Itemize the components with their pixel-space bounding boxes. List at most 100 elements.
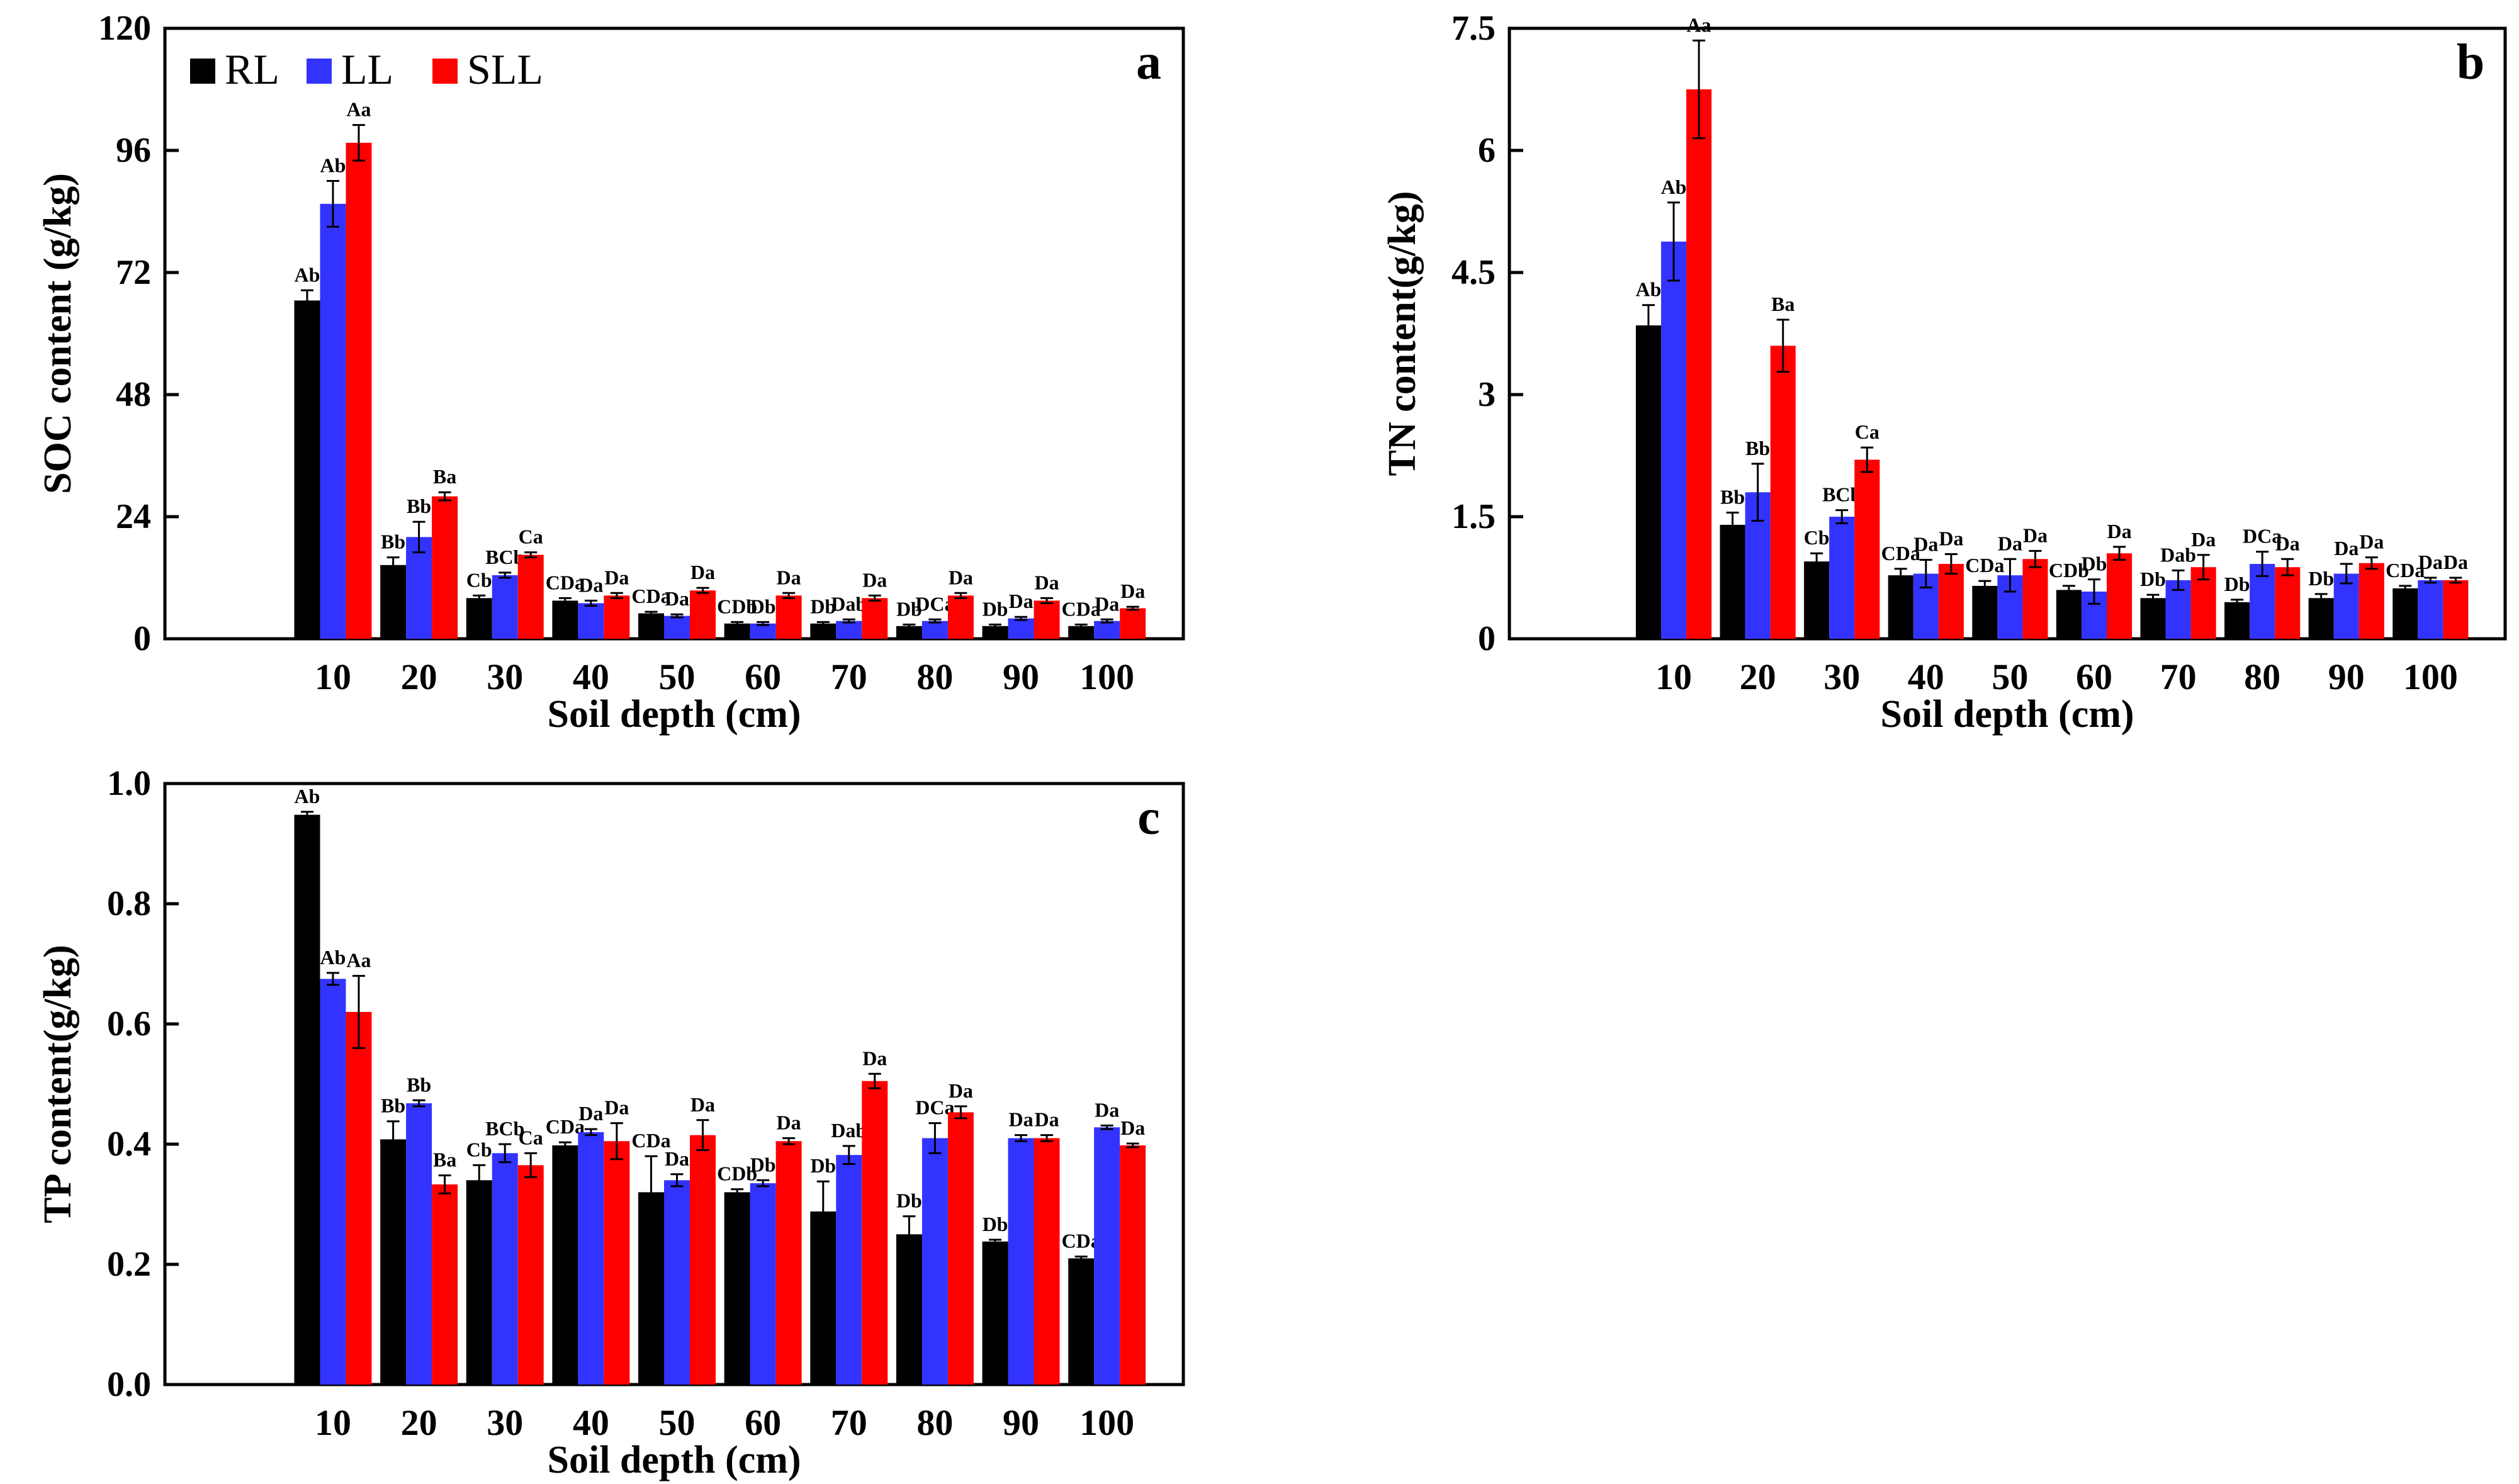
- panel-letter: c: [1137, 790, 1160, 845]
- significance-label: Da: [1095, 1098, 1119, 1121]
- bar-sll: [604, 595, 630, 639]
- bar-sll: [947, 1112, 974, 1385]
- bar-ll: [1094, 1127, 1120, 1385]
- bar-rl: [638, 613, 664, 639]
- bar-rl: [1804, 561, 1830, 639]
- bar-ll: [406, 537, 432, 639]
- bar-sll: [862, 598, 888, 639]
- bar-ll: [663, 1180, 690, 1385]
- bar-ll: [320, 203, 346, 639]
- significance-label: Da: [665, 1147, 689, 1170]
- bar-sll: [2022, 559, 2048, 639]
- significance-label: Da: [1008, 1108, 1033, 1131]
- panel-letter: b: [2457, 35, 2485, 90]
- legend-label-rl: RL: [225, 45, 279, 93]
- panel-a-soc-chart: 0 24 48 72 96 120 SOC content (g/kg) 10 Ab Ab Aa 20…: [37, 9, 1185, 736]
- significance-label: Db: [983, 1213, 1008, 1235]
- bar-rl: [724, 1192, 750, 1385]
- bar-sll: [2443, 580, 2469, 639]
- significance-label: Da: [2275, 532, 2300, 554]
- significance-label: Bb: [381, 1094, 405, 1117]
- significance-label: Bb: [381, 531, 405, 553]
- significance-label: Db: [2224, 573, 2250, 595]
- bar-sll: [1938, 564, 1964, 639]
- bar-ll: [836, 621, 862, 639]
- bar-rl: [982, 1241, 1008, 1385]
- bar-ll: [320, 979, 346, 1385]
- significance-label: Db: [810, 595, 836, 617]
- significance-label: Bb: [407, 1073, 431, 1096]
- bar-ll: [663, 616, 690, 639]
- y-axis-title: TP content(g/kg): [37, 945, 79, 1223]
- bar-ll: [1008, 618, 1034, 639]
- x-axis-title: Soil depth (cm): [1881, 693, 2134, 736]
- bar-sll: [1854, 459, 1880, 639]
- significance-label: Da: [1120, 1116, 1145, 1139]
- bar-rl: [1635, 325, 1661, 639]
- bar-rl: [466, 1180, 492, 1385]
- bar-rl: [1888, 575, 1913, 639]
- significance-label: Da: [578, 573, 603, 596]
- significance-label: Ca: [1855, 420, 1879, 443]
- significance-label: CDa: [1062, 597, 1101, 620]
- bar-sll: [346, 1011, 372, 1385]
- x-tick-label: 100: [2403, 656, 2458, 697]
- x-tick-label: 100: [1079, 1402, 1134, 1443]
- bar-sll: [2358, 563, 2384, 639]
- y-tick-label: 4.5: [1451, 253, 1496, 292]
- significance-label: Da: [862, 1047, 887, 1069]
- bar-ll: [836, 1155, 862, 1385]
- y-tick-label: 7.5: [1451, 9, 1496, 48]
- significance-label: Db: [750, 595, 776, 617]
- bar-sll: [862, 1081, 888, 1385]
- significance-label: Da: [2107, 520, 2132, 542]
- bar-ll: [2333, 573, 2359, 639]
- significance-label: Da: [1998, 532, 2022, 554]
- bar-rl: [294, 300, 320, 639]
- bar-sll: [2275, 567, 2301, 639]
- significance-label: Da: [1095, 592, 1119, 615]
- legend-swatch-ll: [307, 59, 332, 84]
- x-tick-label: 70: [2160, 656, 2197, 697]
- significance-label: Db: [2082, 553, 2107, 575]
- bar-ll: [578, 1132, 604, 1385]
- significance-label: Da: [777, 566, 801, 588]
- x-tick-label: 90: [1003, 656, 1039, 697]
- y-tick-label: 0.8: [107, 884, 151, 923]
- bar-rl: [1068, 1258, 1095, 1385]
- bar-sll: [1686, 89, 1712, 639]
- y-tick-label: 0: [1478, 619, 1496, 658]
- bar-sll: [1770, 346, 1796, 639]
- significance-label: Ab: [295, 785, 320, 807]
- bar-rl: [380, 565, 407, 639]
- significance-label: Da: [604, 566, 629, 588]
- significance-label: CDa: [631, 1129, 670, 1152]
- x-tick-label: 100: [1079, 656, 1134, 697]
- significance-label: Da: [2334, 537, 2358, 559]
- significance-label: Ab: [320, 946, 346, 969]
- x-tick-label: 60: [745, 1402, 781, 1443]
- significance-label: Ca: [519, 526, 543, 548]
- legend-label-ll: LL: [341, 45, 393, 93]
- bar-sll: [432, 1184, 458, 1385]
- significance-label: Ab: [1635, 278, 1661, 301]
- significance-label: Da: [2359, 531, 2384, 553]
- y-tick-label: 24: [116, 497, 151, 536]
- x-tick-label: 80: [916, 656, 953, 697]
- significance-label: Da: [1008, 590, 1033, 612]
- significance-label: Db: [2308, 567, 2334, 590]
- x-tick-label: 70: [831, 656, 867, 697]
- significance-label: Da: [1034, 1108, 1059, 1131]
- x-axis-title: Soil depth (cm): [548, 693, 801, 736]
- significance-label: Da: [665, 587, 689, 610]
- significance-label: Da: [690, 561, 715, 583]
- bar-ll: [750, 1183, 776, 1385]
- y-tick-label: 48: [116, 375, 151, 414]
- bar-rl: [896, 1234, 922, 1385]
- significance-label: CDa: [1881, 542, 1920, 565]
- y-axis-title: TN content(g/kg): [1381, 191, 1424, 476]
- y-tick-label: 120: [98, 9, 151, 48]
- x-tick-label: 70: [831, 1402, 867, 1443]
- bar-sll: [947, 595, 974, 639]
- bar-sll: [346, 142, 372, 639]
